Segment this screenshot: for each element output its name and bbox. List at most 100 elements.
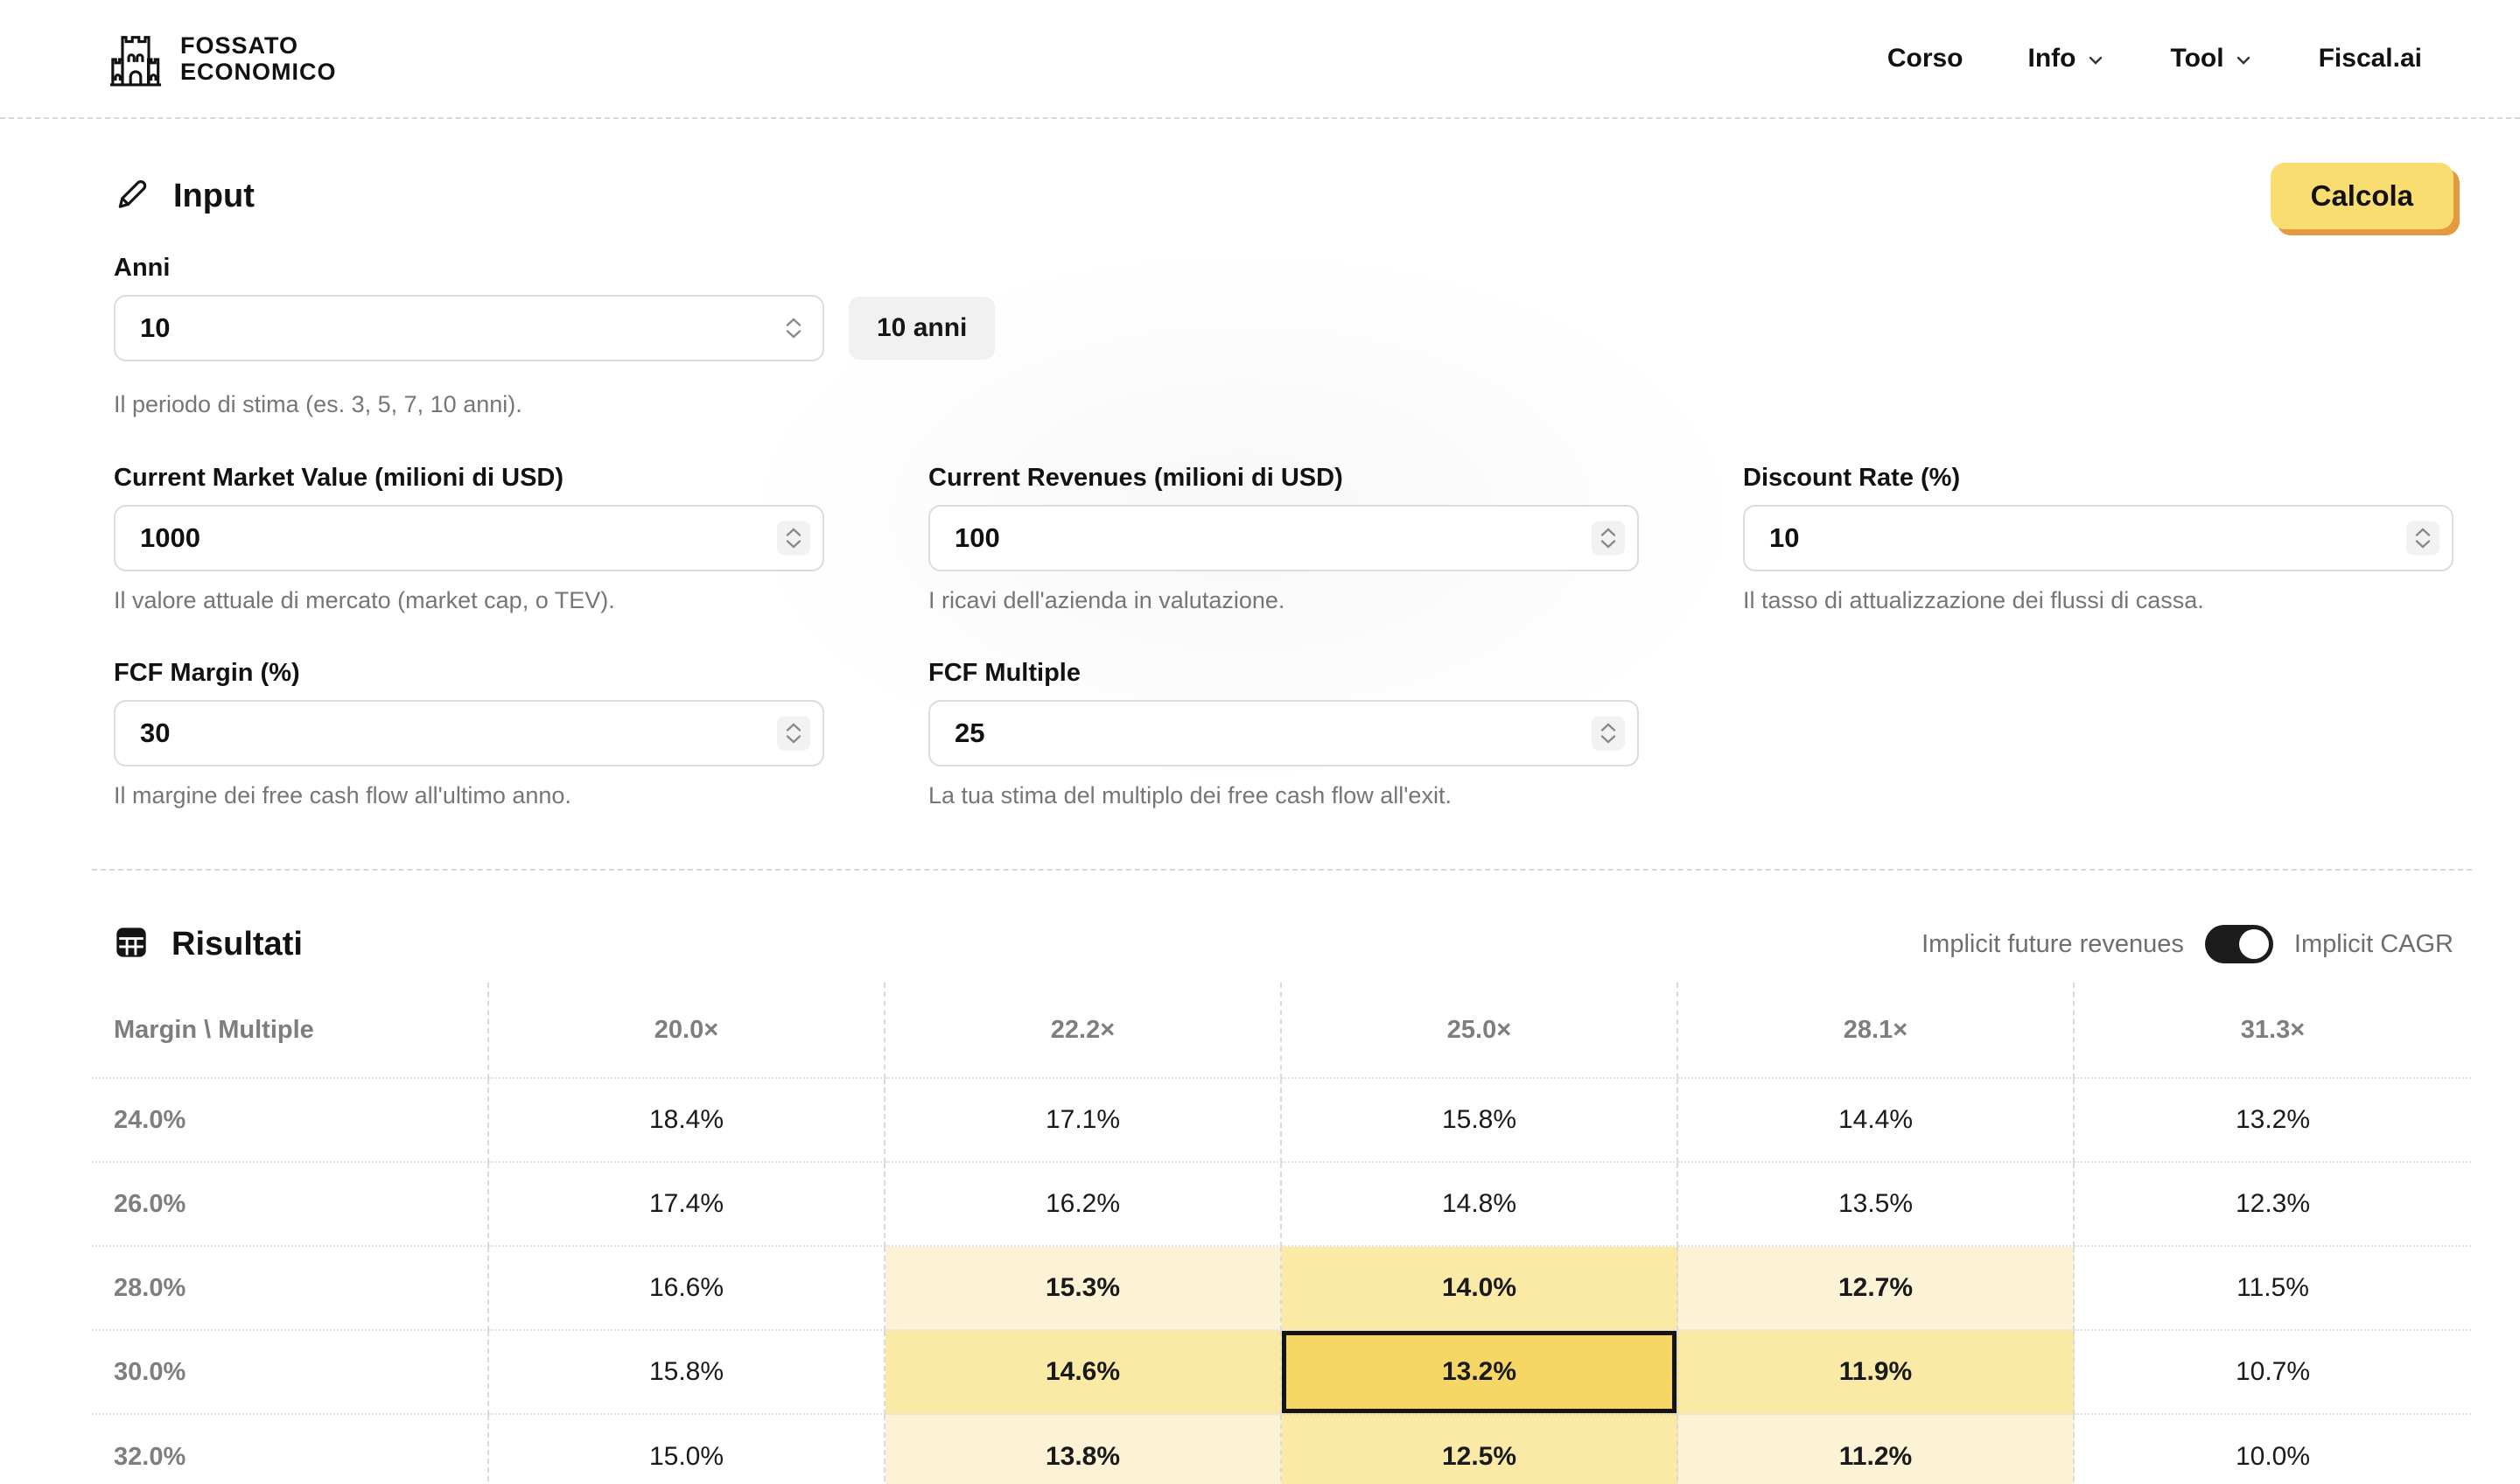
results-mode-toggle-group: Implicit future revenues Implicit CAGR [1922, 925, 2454, 963]
table-cell: 14.8% [1282, 1163, 1678, 1247]
table-row-header: 28.0% [92, 1247, 489, 1331]
table-corner-header: Margin \ Multiple [92, 983, 489, 1079]
table-cell: 13.8% [886, 1415, 1282, 1484]
nav-item-corso[interactable]: Corso [1887, 44, 1964, 74]
discount-rate-input[interactable] [1745, 507, 2452, 570]
field-discount-rate: Discount Rate (%) Il tasso di attualizza… [1743, 464, 2454, 614]
number-stepper[interactable] [777, 521, 810, 556]
field-label: Current Revenues (milioni di USD) [928, 464, 1343, 492]
logo-line1: FOSSATO [180, 32, 299, 59]
castle-logo-icon [108, 27, 163, 91]
revenues-input-wrapper [928, 505, 1639, 571]
anni-input[interactable] [116, 297, 822, 360]
table-col-header: 25.0× [1282, 983, 1678, 1079]
table-cell: 12.5% [1282, 1415, 1678, 1484]
table-cell: 15.0% [489, 1415, 886, 1484]
results-mode-toggle[interactable] [2204, 925, 2273, 963]
fcf-margin-input-wrapper [114, 700, 824, 766]
number-stepper[interactable] [1592, 521, 1625, 556]
table-cell: 15.8% [1282, 1079, 1678, 1163]
results-title: Risultati [114, 925, 303, 964]
table-cell: 11.9% [1678, 1331, 2075, 1415]
input-row-3: FCF Margin (%) Il margine dei free cash … [114, 659, 2454, 809]
main-nav: Corso Info Tool Fiscal.ai [1887, 44, 2422, 74]
table-cell-selected: 13.2% [1282, 1331, 1678, 1415]
table-cell: 18.4% [489, 1079, 886, 1163]
fcf-margin-input[interactable] [116, 702, 822, 765]
anni-input-wrapper [114, 295, 824, 361]
fcf-multiple-input[interactable] [930, 702, 1637, 765]
field-label: Anni [114, 254, 171, 282]
market-value-input-wrapper [114, 505, 824, 571]
number-stepper[interactable] [2406, 521, 2440, 556]
field-hint: I ricavi dell'azienda in valutazione. [928, 587, 1285, 613]
table-cell: 10.0% [2235, 1442, 2311, 1471]
number-stepper[interactable] [777, 716, 810, 751]
logo-line2: ECONOMICO [180, 59, 337, 85]
field-market-value: Current Market Value (milioni di USD) Il… [114, 464, 824, 614]
table-cell: 14.4% [1678, 1079, 2075, 1163]
table-cell: 14.0% [1282, 1247, 1678, 1331]
number-stepper[interactable] [1592, 716, 1625, 751]
field-revenues: Current Revenues (milioni di USD) I rica… [928, 464, 1639, 614]
table-cell: 12.3% [2075, 1163, 2471, 1247]
field-hint: Il valore attuale di mercato (market cap… [114, 587, 615, 613]
table-cell: 11.5% [2075, 1247, 2471, 1331]
nav-item-fiscal-ai[interactable]: Fiscal.ai [2319, 44, 2422, 74]
chevron-down-icon [2236, 56, 2250, 65]
table-cell: 10.7% [2075, 1331, 2471, 1415]
anni-preset-badge[interactable]: 10 anni [849, 297, 996, 360]
main-content: Input Calcola Anni 10 anni Il periodo di… [0, 161, 2520, 1484]
calcola-button[interactable]: Calcola [2270, 163, 2454, 229]
revenues-input[interactable] [930, 507, 1637, 570]
field-hint: La tua stima del multiplo dei free cash … [928, 782, 1452, 808]
input-section-head: Input Calcola [114, 161, 2454, 231]
toggle-label-right: Implicit CAGR [2293, 929, 2454, 958]
anni-row: 10 anni [114, 295, 2454, 361]
number-stepper[interactable] [777, 312, 810, 346]
toggle-knob [2238, 929, 2269, 959]
input-title: Input [114, 176, 255, 217]
logo[interactable]: FOSSATO ECONOMICO [108, 27, 337, 91]
input-section-title: Input [173, 177, 255, 214]
table-cell: 14.6% [886, 1331, 1282, 1415]
pencil-icon [114, 176, 150, 217]
field-label: Discount Rate (%) [1743, 464, 1961, 492]
input-row-2: Current Market Value (milioni di USD) Il… [114, 464, 2454, 614]
table-cell: 13.2% [2075, 1079, 2471, 1163]
nav-label: Info [2027, 44, 2076, 73]
table-col-header: 31.3× [2075, 983, 2471, 1079]
table-cell: 16.6% [489, 1247, 886, 1331]
table-cell: 16.2% [886, 1163, 1282, 1247]
market-value-input[interactable] [116, 507, 822, 570]
field-label: FCF Multiple [928, 659, 1081, 687]
field-fcf-multiple: FCF Multiple La tua stima del multiplo d… [928, 659, 1639, 809]
table-grid-icon [114, 925, 149, 964]
field-anni: Anni 10 anni Il periodo di stima (es. 3,… [114, 254, 2454, 418]
nav-item-info[interactable]: Info [2028, 44, 2106, 74]
header: FOSSATO ECONOMICO Corso Info Tool Fiscal… [0, 0, 2520, 119]
field-label: Current Market Value (milioni di USD) [114, 464, 564, 492]
nav-label: Corso [1886, 44, 1964, 73]
results-section-head: Risultati Implicit future revenues Impli… [114, 920, 2454, 969]
field-label: FCF Margin (%) [114, 659, 300, 687]
fcf-multiple-input-wrapper [928, 700, 1639, 766]
table-cell: 15.3% [886, 1247, 1282, 1331]
results-table: Margin \ Multiple 20.0× 22.2× 25.0× 28.1× 31.… [92, 983, 2471, 1484]
table-row-header: 32.0% [92, 1415, 489, 1484]
table-col-header: 22.2× [886, 983, 1282, 1079]
field-hint: Il margine dei free cash flow all'ultimo… [114, 782, 571, 808]
table-cell: 12.7% [1678, 1247, 2075, 1331]
nav-label: Fiscal.ai [2318, 44, 2422, 73]
chevron-down-icon [2089, 56, 2102, 65]
table-row-header: 30.0% [92, 1331, 489, 1415]
table-row-header: 24.0% [92, 1079, 489, 1163]
nav-item-tool[interactable]: Tool [2171, 44, 2254, 74]
nav-label: Tool [2170, 44, 2224, 73]
table-cell: 17.4% [489, 1163, 886, 1247]
toggle-label-left: Implicit future revenues [1922, 929, 2184, 958]
discount-rate-input-wrapper [1743, 505, 2454, 571]
logo-text: FOSSATO ECONOMICO [180, 32, 337, 85]
section-divider [92, 869, 2472, 871]
